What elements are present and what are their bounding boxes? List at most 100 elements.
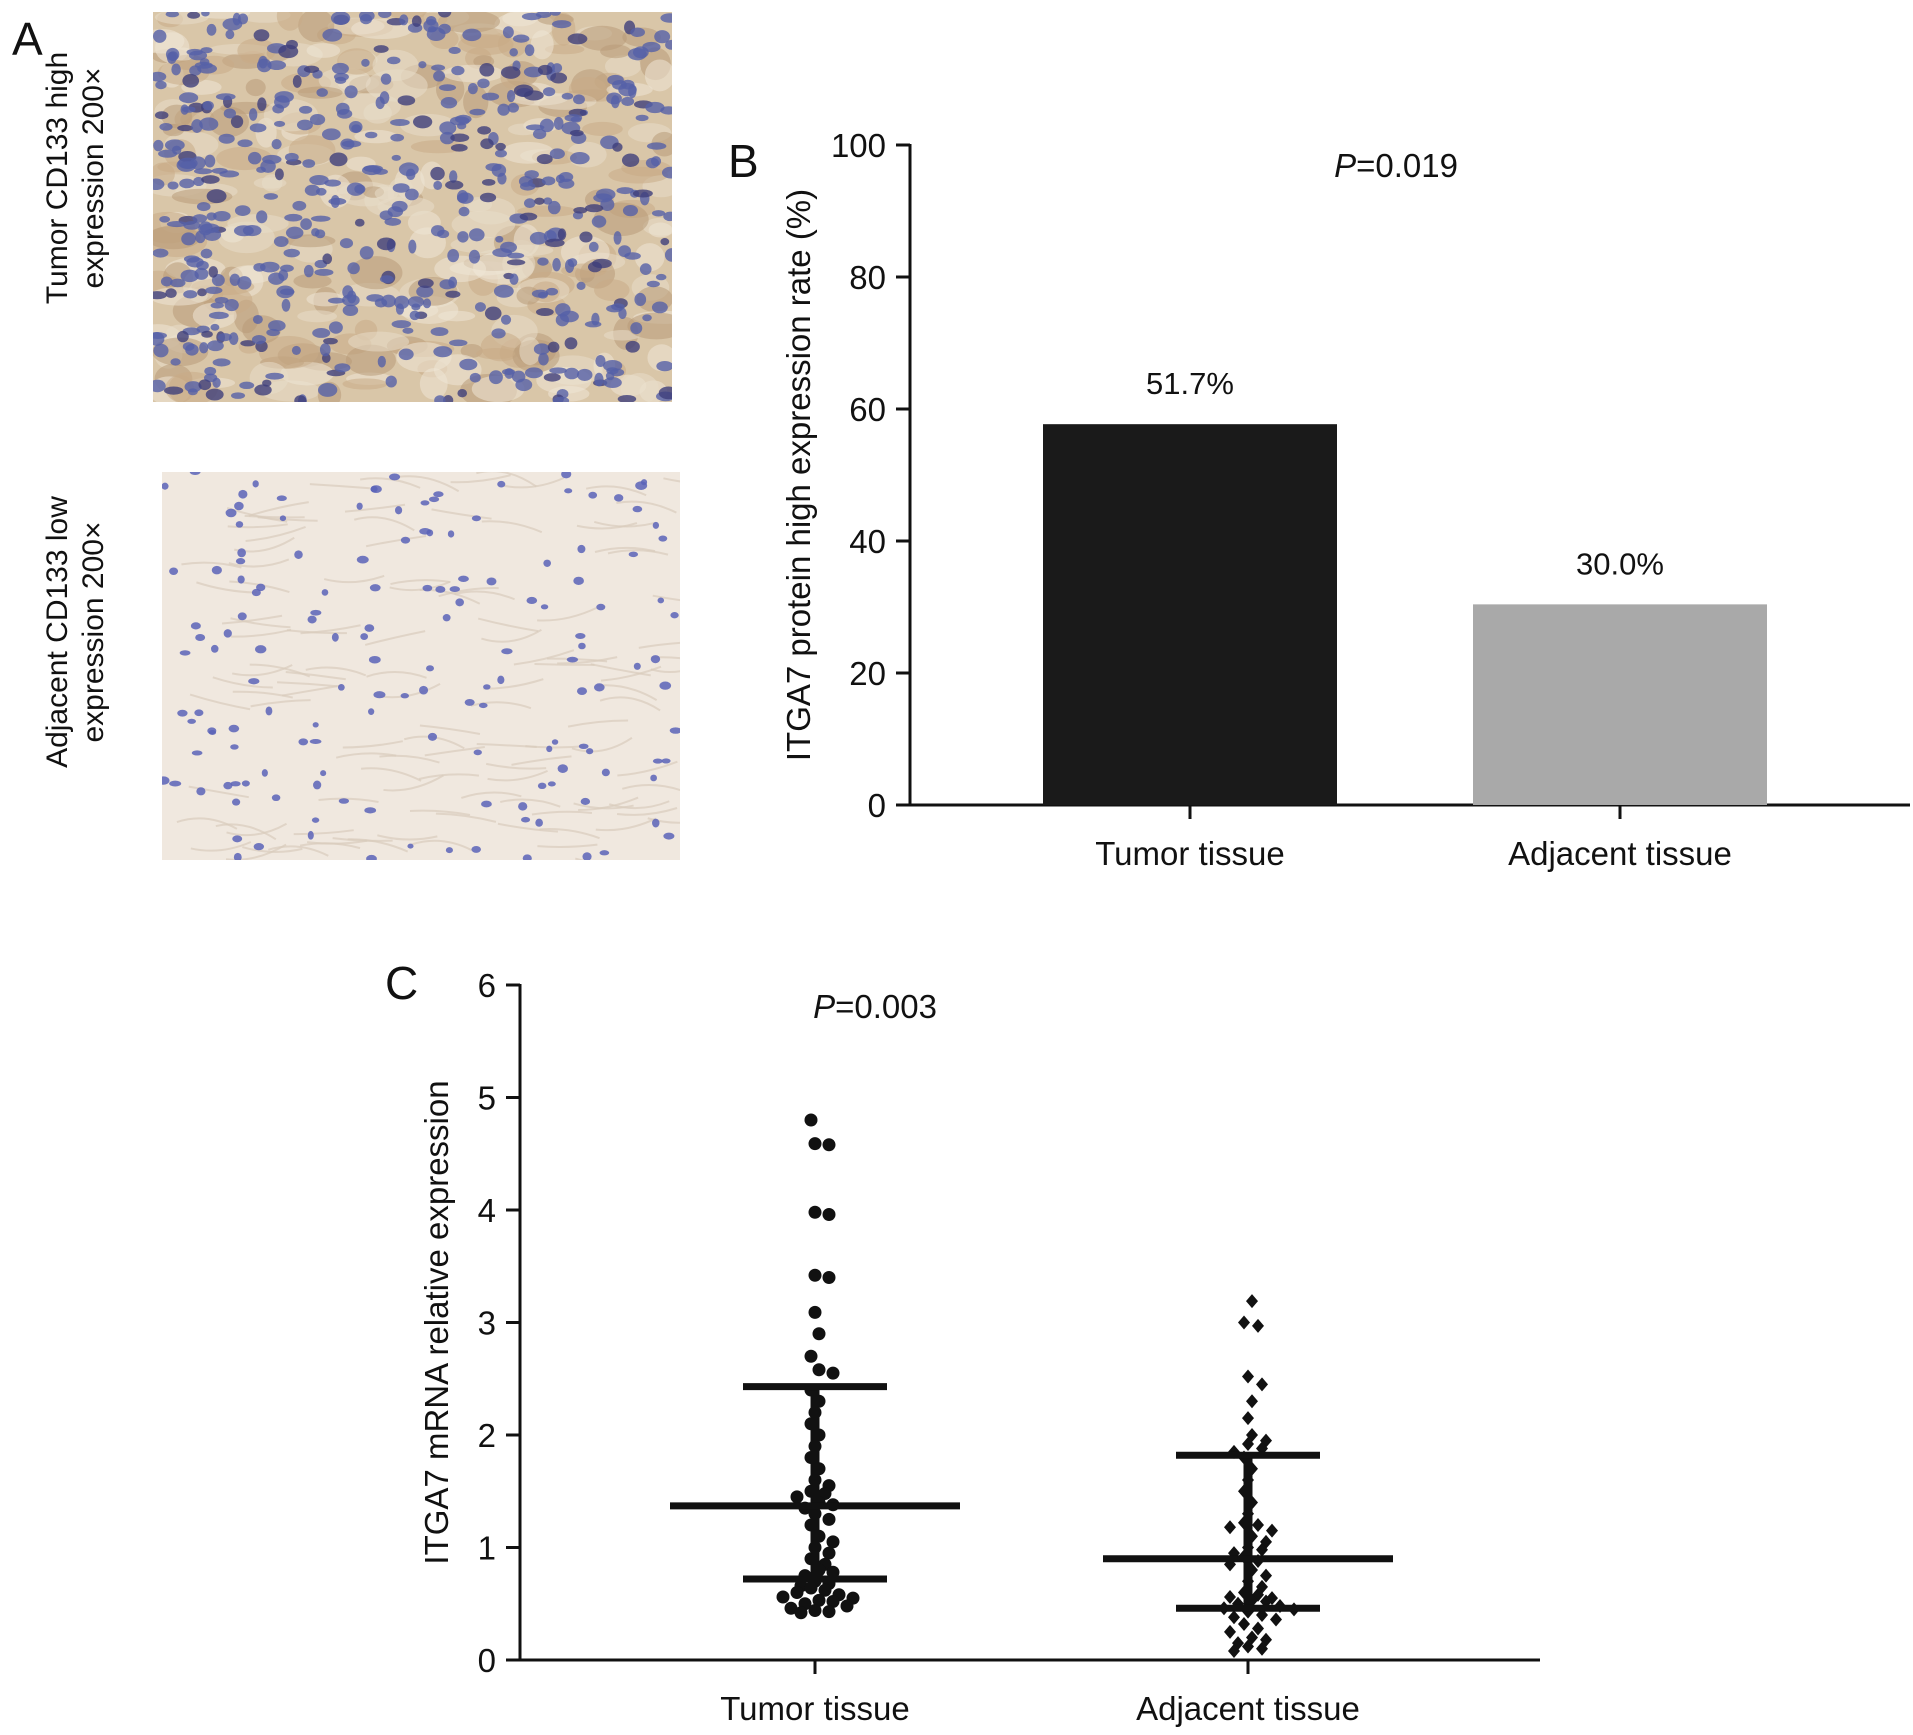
adjacent-fiber <box>511 755 572 766</box>
tumor-nucleus <box>201 330 213 338</box>
tumor-nucleus <box>258 55 268 69</box>
tumor-nucleus <box>539 118 554 133</box>
tumor-stroma-patch <box>216 146 273 171</box>
tumor-nucleus <box>518 175 533 187</box>
tumor-nucleus <box>387 206 404 218</box>
chart-b-data-label: 51.7% <box>1146 366 1234 401</box>
tumor-nucleus <box>201 175 220 184</box>
tumor-stroma-patch <box>620 373 659 402</box>
adjacent-fiber <box>332 837 393 842</box>
tumor-stroma-patch <box>348 331 410 352</box>
tumor-nucleus <box>445 290 461 298</box>
adjacent-nucleus <box>573 576 584 586</box>
adjacent-nucleus <box>373 691 386 699</box>
adjacent-ihc-image <box>162 472 680 860</box>
tumor-nucleus <box>439 131 455 145</box>
tumor-nucleus <box>377 355 386 368</box>
tumor-nucleus <box>665 39 672 50</box>
adjacent-nucleus <box>331 632 339 642</box>
tumor-nucleus <box>218 133 235 144</box>
adjacent-fiber <box>537 606 598 622</box>
tumor-nucleus <box>438 84 457 91</box>
tumor-stroma-patch <box>600 44 631 59</box>
chart-c-point-tumor <box>812 1363 826 1377</box>
tumor-nucleus <box>153 379 166 393</box>
tumor-nucleus <box>321 128 341 141</box>
tumor-nucleus <box>502 26 514 39</box>
chart-c-point-tumor <box>822 1605 836 1619</box>
tumor-nucleus <box>417 278 434 288</box>
tumor-nucleus <box>252 314 263 324</box>
adjacent-fiber <box>567 719 629 728</box>
tumor-nucleus <box>409 310 420 321</box>
tumor-nucleus <box>524 367 543 379</box>
adjacent-nucleus <box>237 612 247 621</box>
adjacent-nucleus <box>501 648 513 655</box>
tumor-nucleus <box>267 60 287 70</box>
adjacent-nucleus <box>551 739 559 745</box>
adjacent-nucleus <box>368 655 381 664</box>
tumor-nucleus <box>477 126 492 135</box>
tumor-nucleus <box>158 149 178 158</box>
tumor-nucleus <box>240 340 256 347</box>
tumor-nucleus <box>549 367 567 374</box>
tumor-stroma-patch <box>577 25 627 51</box>
tumor-nucleus <box>303 65 320 73</box>
tumor-stroma-patch <box>208 106 249 138</box>
adjacent-fiber <box>379 754 440 764</box>
chart-c-y-tick-label: 2 <box>478 1417 496 1454</box>
tumor-nucleus <box>153 343 169 358</box>
tumor-nucleus <box>611 303 625 311</box>
tumor-nucleus <box>524 44 535 57</box>
chart-c-point-tumor <box>804 1113 818 1127</box>
adjacent-nucleus <box>497 480 506 488</box>
adjacent-nucleus <box>261 769 268 777</box>
chart-c-point-tumor <box>822 1271 836 1284</box>
chart-b-y-tick-label: 60 <box>849 391 886 428</box>
chart-b-bar-adjacent <box>1473 604 1767 805</box>
tumor-nucleus <box>392 183 410 193</box>
tumor-nucleus <box>551 20 572 29</box>
adjacent-fiber <box>286 629 347 635</box>
adjacent-nucleus <box>191 750 203 756</box>
tumor-stroma-patch <box>410 140 466 154</box>
tumor-nucleus <box>183 290 198 299</box>
tumor-nucleus <box>430 166 445 181</box>
tumor-nucleus <box>300 218 312 230</box>
adjacent-fiber <box>188 785 249 799</box>
tumor-nucleus <box>373 168 388 175</box>
adjacent-nucleus <box>526 596 538 605</box>
tumor-stroma-patch <box>476 348 516 360</box>
tumor-nucleus <box>549 148 565 159</box>
tumor-nucleus <box>199 117 219 131</box>
chart-c-point-tumor <box>822 1138 836 1152</box>
tumor-nucleus <box>284 152 299 162</box>
adjacent-fiber <box>318 797 379 803</box>
adjacent-fiber <box>305 666 367 677</box>
adjacent-nucleus <box>364 807 377 814</box>
tumor-stroma-patch <box>372 49 419 82</box>
tumor-nucleus <box>210 302 224 309</box>
tumor-nucleus <box>217 333 232 342</box>
adjacent-fiber <box>353 516 415 532</box>
tumor-nucleus <box>630 322 643 335</box>
tumor-nucleus <box>397 95 416 106</box>
adjacent-fiber <box>481 628 542 643</box>
tumor-nucleus <box>477 78 490 89</box>
tumor-nucleus <box>492 248 512 258</box>
tumor-nucleus <box>202 100 214 111</box>
tumor-nucleus <box>456 190 469 203</box>
tumor-nucleus <box>153 248 169 258</box>
adjacent-nucleus <box>419 685 429 695</box>
adjacent-nucleus <box>669 727 680 734</box>
adjacent-fiber <box>250 699 311 708</box>
tumor-nucleus <box>194 267 209 280</box>
tumor-nucleus <box>205 286 223 295</box>
adjacent-nucleus <box>481 800 492 808</box>
adjacent-fiber <box>497 822 558 833</box>
tumor-nucleus <box>181 232 196 246</box>
tumor-nucleus <box>500 314 512 325</box>
tumor-nucleus <box>333 72 349 81</box>
tumor-nucleus <box>469 108 486 116</box>
